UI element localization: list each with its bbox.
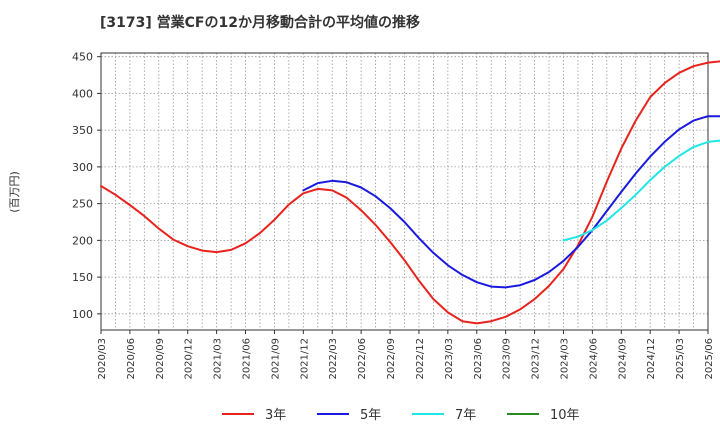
y-tick-label: 100 bbox=[72, 308, 93, 321]
y-axis-label: (百万円) bbox=[8, 171, 21, 213]
series-line-5年 bbox=[302, 115, 720, 289]
legend: 3年 5年 7年 10年 bbox=[222, 408, 580, 423]
plot-area bbox=[100, 52, 709, 331]
x-tick-label: 2023/09 bbox=[502, 338, 513, 380]
x-tick-label: 2023/06 bbox=[473, 338, 484, 380]
x-tick-label: 2023/03 bbox=[444, 338, 455, 380]
x-axis-ticks: 2020/03 2020/06 2020/09 2020/12 2021/03 2021/… bbox=[97, 330, 715, 380]
grid-lines bbox=[100, 53, 709, 330]
legend-label: 5年 bbox=[360, 408, 381, 423]
x-tick-label: 2025/06 bbox=[704, 338, 715, 380]
x-tick-label: 2022/03 bbox=[328, 338, 339, 380]
x-tick-label: 2021/03 bbox=[213, 338, 224, 380]
x-tick-label: 2024/06 bbox=[588, 338, 599, 380]
x-tick-label: 2020/12 bbox=[184, 338, 195, 380]
legend-label: 7年 bbox=[455, 408, 476, 423]
x-tick-label: 2024/12 bbox=[646, 338, 657, 380]
x-tick-label: 2022/09 bbox=[386, 338, 397, 380]
x-tick-label: 2023/12 bbox=[531, 338, 542, 380]
y-tick-label: 250 bbox=[72, 198, 93, 211]
legend-label: 10年 bbox=[550, 408, 580, 423]
chart-title: [3173] 営業CFの12か月移動合計の平均値の推移 bbox=[100, 15, 420, 31]
x-tick-label: 2021/09 bbox=[270, 338, 281, 380]
x-tick-label: 2025/03 bbox=[675, 338, 686, 380]
y-tick-label: 150 bbox=[72, 271, 93, 284]
series-lines bbox=[100, 60, 720, 325]
x-tick-label: 2021/06 bbox=[242, 338, 253, 380]
legend-label: 3年 bbox=[265, 408, 286, 423]
y-tick-label: 200 bbox=[72, 234, 93, 247]
x-tick-label: 2021/12 bbox=[299, 338, 310, 380]
y-tick-label: 300 bbox=[72, 161, 93, 174]
y-tick-label: 450 bbox=[72, 51, 93, 64]
x-tick-label: 2024/03 bbox=[559, 338, 570, 380]
x-tick-label: 2020/06 bbox=[126, 338, 137, 380]
y-axis-ticks: 100 150 200 250 300 350 400 450 bbox=[72, 51, 101, 321]
x-tick-label: 2020/09 bbox=[155, 338, 166, 380]
x-tick-label: 2020/03 bbox=[97, 338, 108, 380]
y-tick-label: 400 bbox=[72, 87, 93, 100]
x-tick-label: 2022/06 bbox=[357, 338, 368, 380]
y-tick-label: 350 bbox=[72, 124, 93, 137]
x-tick-label: 2024/09 bbox=[617, 338, 628, 380]
series-line-3年 bbox=[100, 60, 720, 325]
series-line-7年 bbox=[562, 139, 720, 242]
x-tick-label: 2022/12 bbox=[415, 338, 426, 380]
